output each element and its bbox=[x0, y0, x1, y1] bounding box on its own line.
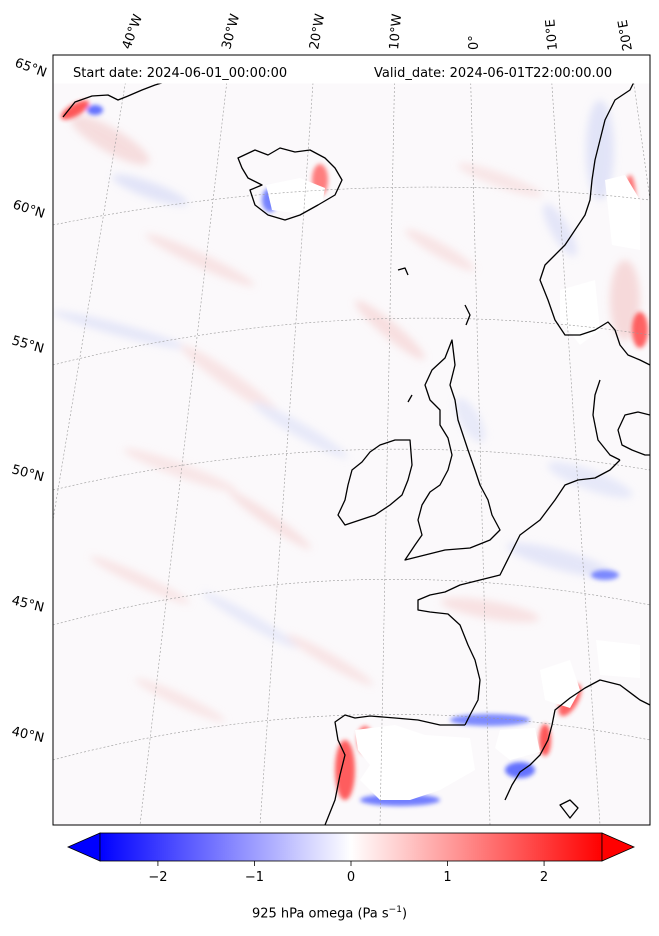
lon-label-10w: 10°W bbox=[387, 13, 405, 50]
colorbar-tick-label: −2 bbox=[148, 870, 168, 885]
lat-label-60n: 60°N bbox=[11, 198, 47, 222]
lat-label-65n: 65°N bbox=[13, 56, 49, 81]
lon-label-40w: 40°W bbox=[120, 12, 146, 51]
colorbar-gradient bbox=[99, 832, 603, 862]
colorbar-extend-low bbox=[67, 832, 101, 862]
start-date-label: Start date: 2024-06-01_00:00:00 bbox=[73, 66, 288, 81]
valid-date-label: Valid_date: 2024-06-01T22:00:00.00 bbox=[374, 66, 613, 81]
lon-label-10e: 10°E bbox=[543, 19, 561, 51]
lat-label-40n: 40°N bbox=[10, 724, 45, 746]
graticule bbox=[53, 55, 650, 825]
lat-label-55n: 55°N bbox=[10, 333, 46, 356]
lon-label-20e: 20°E bbox=[616, 19, 636, 52]
map-frame bbox=[52, 54, 651, 826]
longitude-labels: 40°W 30°W 20°W 10°W 0° 10°E 20°E bbox=[120, 12, 636, 52]
colorbar-tick-label: −1 bbox=[244, 870, 265, 885]
coastlines bbox=[62, 55, 650, 825]
lon-label-30w: 30°W bbox=[219, 12, 243, 51]
latitude-labels: 65°N 60°N 55°N 50°N 45°N 40°N bbox=[10, 56, 49, 747]
colorbar-extend-high bbox=[601, 832, 635, 862]
lat-label-45n: 45°N bbox=[10, 593, 45, 615]
lat-label-50n: 50°N bbox=[10, 462, 46, 485]
colorbar-label: 925 hPa omega (Pa s−1) bbox=[0, 905, 659, 921]
colorbar-label-suffix: ) bbox=[401, 906, 408, 922]
omega-field bbox=[53, 55, 650, 825]
colorbar-tick-label: 1 bbox=[443, 870, 452, 885]
colorbar bbox=[67, 832, 635, 866]
masked-terrain bbox=[266, 175, 640, 800]
colorbar-tick-label: 2 bbox=[539, 870, 549, 885]
colorbar-tick-label: 0 bbox=[346, 870, 356, 885]
header-band bbox=[53, 55, 650, 84]
colorbar-label-exponent: −1 bbox=[388, 905, 402, 915]
colorbar-label-prefix: 925 hPa omega (Pa s bbox=[251, 906, 389, 922]
lon-label-20w: 20°W bbox=[307, 13, 328, 51]
lon-label-0: 0° bbox=[467, 35, 482, 50]
